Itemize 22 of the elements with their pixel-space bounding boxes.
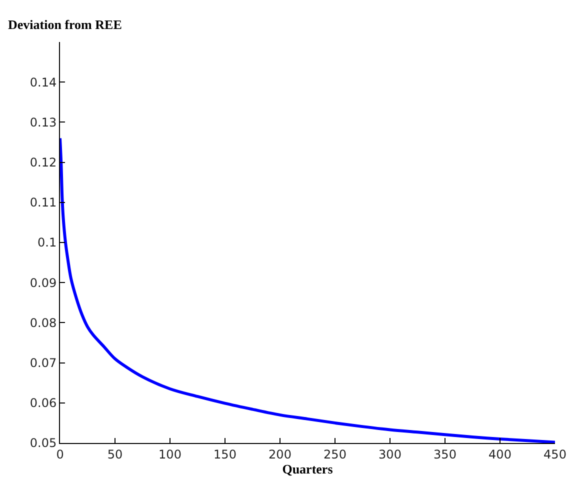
y-tick-label: 0.08	[30, 316, 57, 330]
y-tick-label: 0.06	[30, 396, 57, 410]
x-tick-label: 50	[107, 447, 123, 462]
x-axis-title: Quarters	[282, 461, 333, 476]
y-tick-label: 0.12	[30, 156, 57, 170]
x-tick-label: 150	[214, 447, 236, 462]
x-tick-label: 200	[268, 447, 292, 462]
x-tick-label: 100	[158, 447, 182, 462]
y-tick-label: 0.05	[30, 436, 57, 450]
y-tick-label: 0.07	[30, 356, 57, 370]
x-tick-label: 0	[56, 447, 64, 462]
x-tick-label: 250	[324, 447, 346, 462]
y-axis-title: Deviation from REE	[8, 17, 122, 32]
y-tick-label: 0.1	[38, 236, 57, 250]
y-tick-label: 0.11	[30, 196, 57, 210]
x-tick-label: 350	[434, 447, 456, 462]
x-tick-label: 450	[544, 447, 566, 462]
x-tick-label: 400	[488, 447, 512, 462]
y-tick-label: 0.13	[30, 115, 57, 130]
y-tick-label: 0.14	[30, 75, 57, 90]
x-tick-label: 300	[378, 447, 402, 462]
y-tick-label: 0.09	[30, 276, 57, 290]
